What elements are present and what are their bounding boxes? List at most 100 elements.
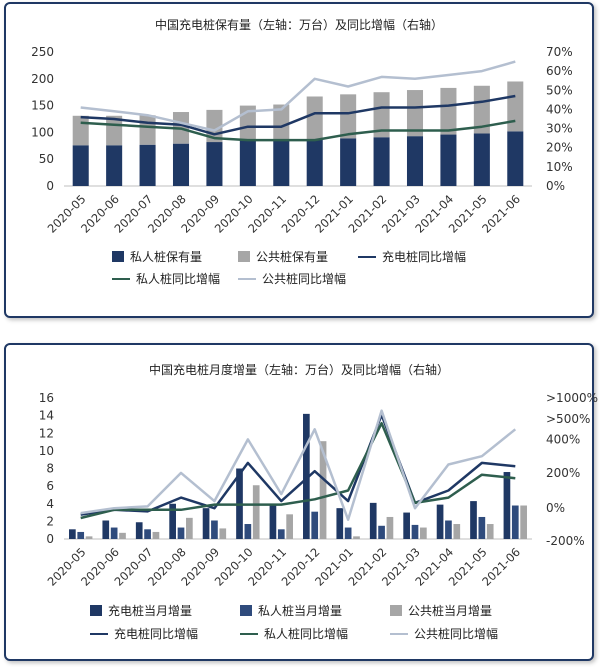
bar-public-stock: [440, 87, 457, 135]
stock-chart-panel: 中国充电桩保有量（左轴：万台）及同比增幅（右轴） 0 50 100 150 200 250…: [4, 2, 594, 318]
increment-chart-svg: 0246810121416-200%0%200%400%>500%>1000%2…: [39, 391, 598, 589]
line-public-yoy: [80, 60, 516, 132]
legend-swatch: [358, 255, 376, 258]
legend-swatch: [90, 632, 108, 635]
right-axis-tick-label: 400%: [546, 432, 580, 446]
left-axis-tick-label: 16: [39, 391, 54, 405]
bar-private-stock: [106, 145, 123, 186]
bar-total-monthly: [303, 413, 310, 539]
left-axis-tick-label: 200: [31, 72, 54, 86]
right-axis-tick-label: -200%: [546, 534, 585, 548]
bar-public-stock: [340, 94, 357, 139]
legend-label: 公共桩保有量: [256, 250, 329, 264]
bar-public-monthly: [85, 536, 93, 539]
legend-item-total-monthly: 充电桩当月增量: [90, 602, 192, 619]
bar-private-stock: [373, 137, 390, 186]
legend-label: 公共桩同比增幅: [414, 627, 499, 641]
legend-label: 充电桩当月增量: [108, 604, 193, 618]
left-axis-tick-label: 0: [46, 532, 54, 546]
bar-total-monthly: [135, 522, 143, 539]
legend-label: 私人桩当月增量: [258, 604, 343, 618]
right-axis-tick-label: 30%: [546, 122, 573, 136]
bar-total-monthly: [470, 501, 477, 539]
legend-swatch: [240, 605, 252, 616]
bar-private-monthly: [378, 525, 385, 539]
bar-public-monthly: [486, 524, 494, 539]
right-axis-tick-label: 40%: [546, 102, 573, 116]
left-axis-tick-label: 10: [39, 444, 54, 458]
bar-private-monthly: [445, 520, 452, 539]
bar-public-monthly: [219, 528, 227, 539]
chart-title: 中国充电桩保有量（左轴：万台）及同比增幅（右轴）: [154, 18, 443, 32]
legend-swatch: [390, 632, 408, 635]
right-axis-tick-label: >500%: [546, 412, 590, 426]
bar-public-monthly: [286, 514, 293, 539]
bar-private-monthly: [77, 531, 85, 539]
bar-public-stock: [373, 92, 390, 138]
legend-label: 充电桩同比增幅: [114, 627, 199, 641]
legend-swatch: [112, 277, 130, 280]
legend-item-private-yoy: 私人桩同比增幅: [240, 625, 348, 642]
left-axis-tick-label: 2: [46, 514, 54, 528]
bar-public-stock: [106, 115, 123, 146]
bar-public-monthly: [319, 441, 327, 539]
right-axis-tick-label: >1000%: [546, 391, 598, 405]
bar-public-stock: [72, 115, 89, 146]
left-axis-tick-label: 150: [31, 99, 54, 113]
bar-private-stock: [340, 138, 357, 186]
legend-swatch: [390, 605, 402, 616]
line-public-yoy: [80, 409, 517, 521]
bar-private-stock: [440, 134, 457, 186]
increment-chart-panel: 中国充电桩月度增量（左轴：万台）及同比增幅（右轴） 0 2 4 6 8 10 12 14 16 -…: [4, 343, 598, 661]
bar-total-monthly: [202, 508, 210, 539]
bar-public-monthly: [453, 524, 461, 539]
right-axis-tick-label: 0%: [546, 179, 565, 193]
bar-private-monthly: [411, 524, 419, 539]
left-axis-tick-label: 100: [31, 125, 54, 139]
legend-label: 私人桩同比增幅: [136, 272, 221, 286]
right-axis-tick-label: 0%: [546, 501, 565, 515]
legend-swatch: [238, 277, 256, 280]
bar-private-stock: [273, 139, 290, 186]
bar-public-monthly: [420, 527, 427, 539]
legend-swatch: [238, 251, 250, 262]
legend-item-public-monthly: 公共桩当月增量: [390, 602, 492, 619]
right-axis-tick-label: 200%: [546, 466, 580, 480]
legend-swatch: [112, 251, 124, 262]
bar-private-stock: [406, 136, 424, 186]
left-axis-tick-label: 14: [39, 409, 54, 423]
legend-label: 充电桩同比增幅: [382, 250, 467, 264]
bar-total-monthly: [403, 512, 410, 539]
bar-public-monthly: [152, 531, 160, 539]
stock-chart-svg: 0501001502002500%10%20%30%40%50%60%70%20…: [31, 45, 573, 236]
bar-private-monthly: [110, 527, 118, 539]
bar-private-stock: [473, 133, 490, 186]
bar-private-stock: [172, 143, 190, 186]
left-axis-tick-label: 4: [46, 497, 54, 511]
bar-total-monthly: [169, 503, 176, 539]
legend-item-public-yoy: 公共桩同比增幅: [390, 625, 498, 642]
bar-private-monthly: [478, 516, 486, 539]
bar-total-monthly: [336, 508, 344, 539]
bar-private-stock: [206, 142, 223, 186]
left-axis-tick-label: 8: [46, 462, 54, 476]
bar-private-monthly: [311, 511, 319, 539]
legend-swatch: [240, 632, 258, 635]
bar-private-monthly: [344, 527, 352, 539]
line-total-yoy: [80, 94, 516, 136]
bar-private-stock: [507, 131, 524, 186]
right-axis-tick-label: 70%: [546, 45, 573, 59]
bar-private-monthly: [144, 529, 151, 539]
bar-private-stock: [139, 144, 156, 186]
legend-item-public-stock: 公共桩保有量: [238, 248, 328, 265]
line-private-yoy: [80, 421, 516, 520]
bar-public-monthly: [353, 536, 360, 539]
bar-private-monthly: [177, 527, 185, 539]
left-axis-tick-label: 12: [39, 426, 54, 440]
bar-total-monthly: [102, 520, 110, 539]
legend-swatch: [90, 605, 102, 616]
bar-total-monthly: [503, 472, 511, 539]
right-axis-tick-label: 20%: [546, 141, 573, 155]
legend-label: 私人桩同比增幅: [264, 627, 349, 641]
legend-label: 公共桩当月增量: [408, 604, 493, 618]
